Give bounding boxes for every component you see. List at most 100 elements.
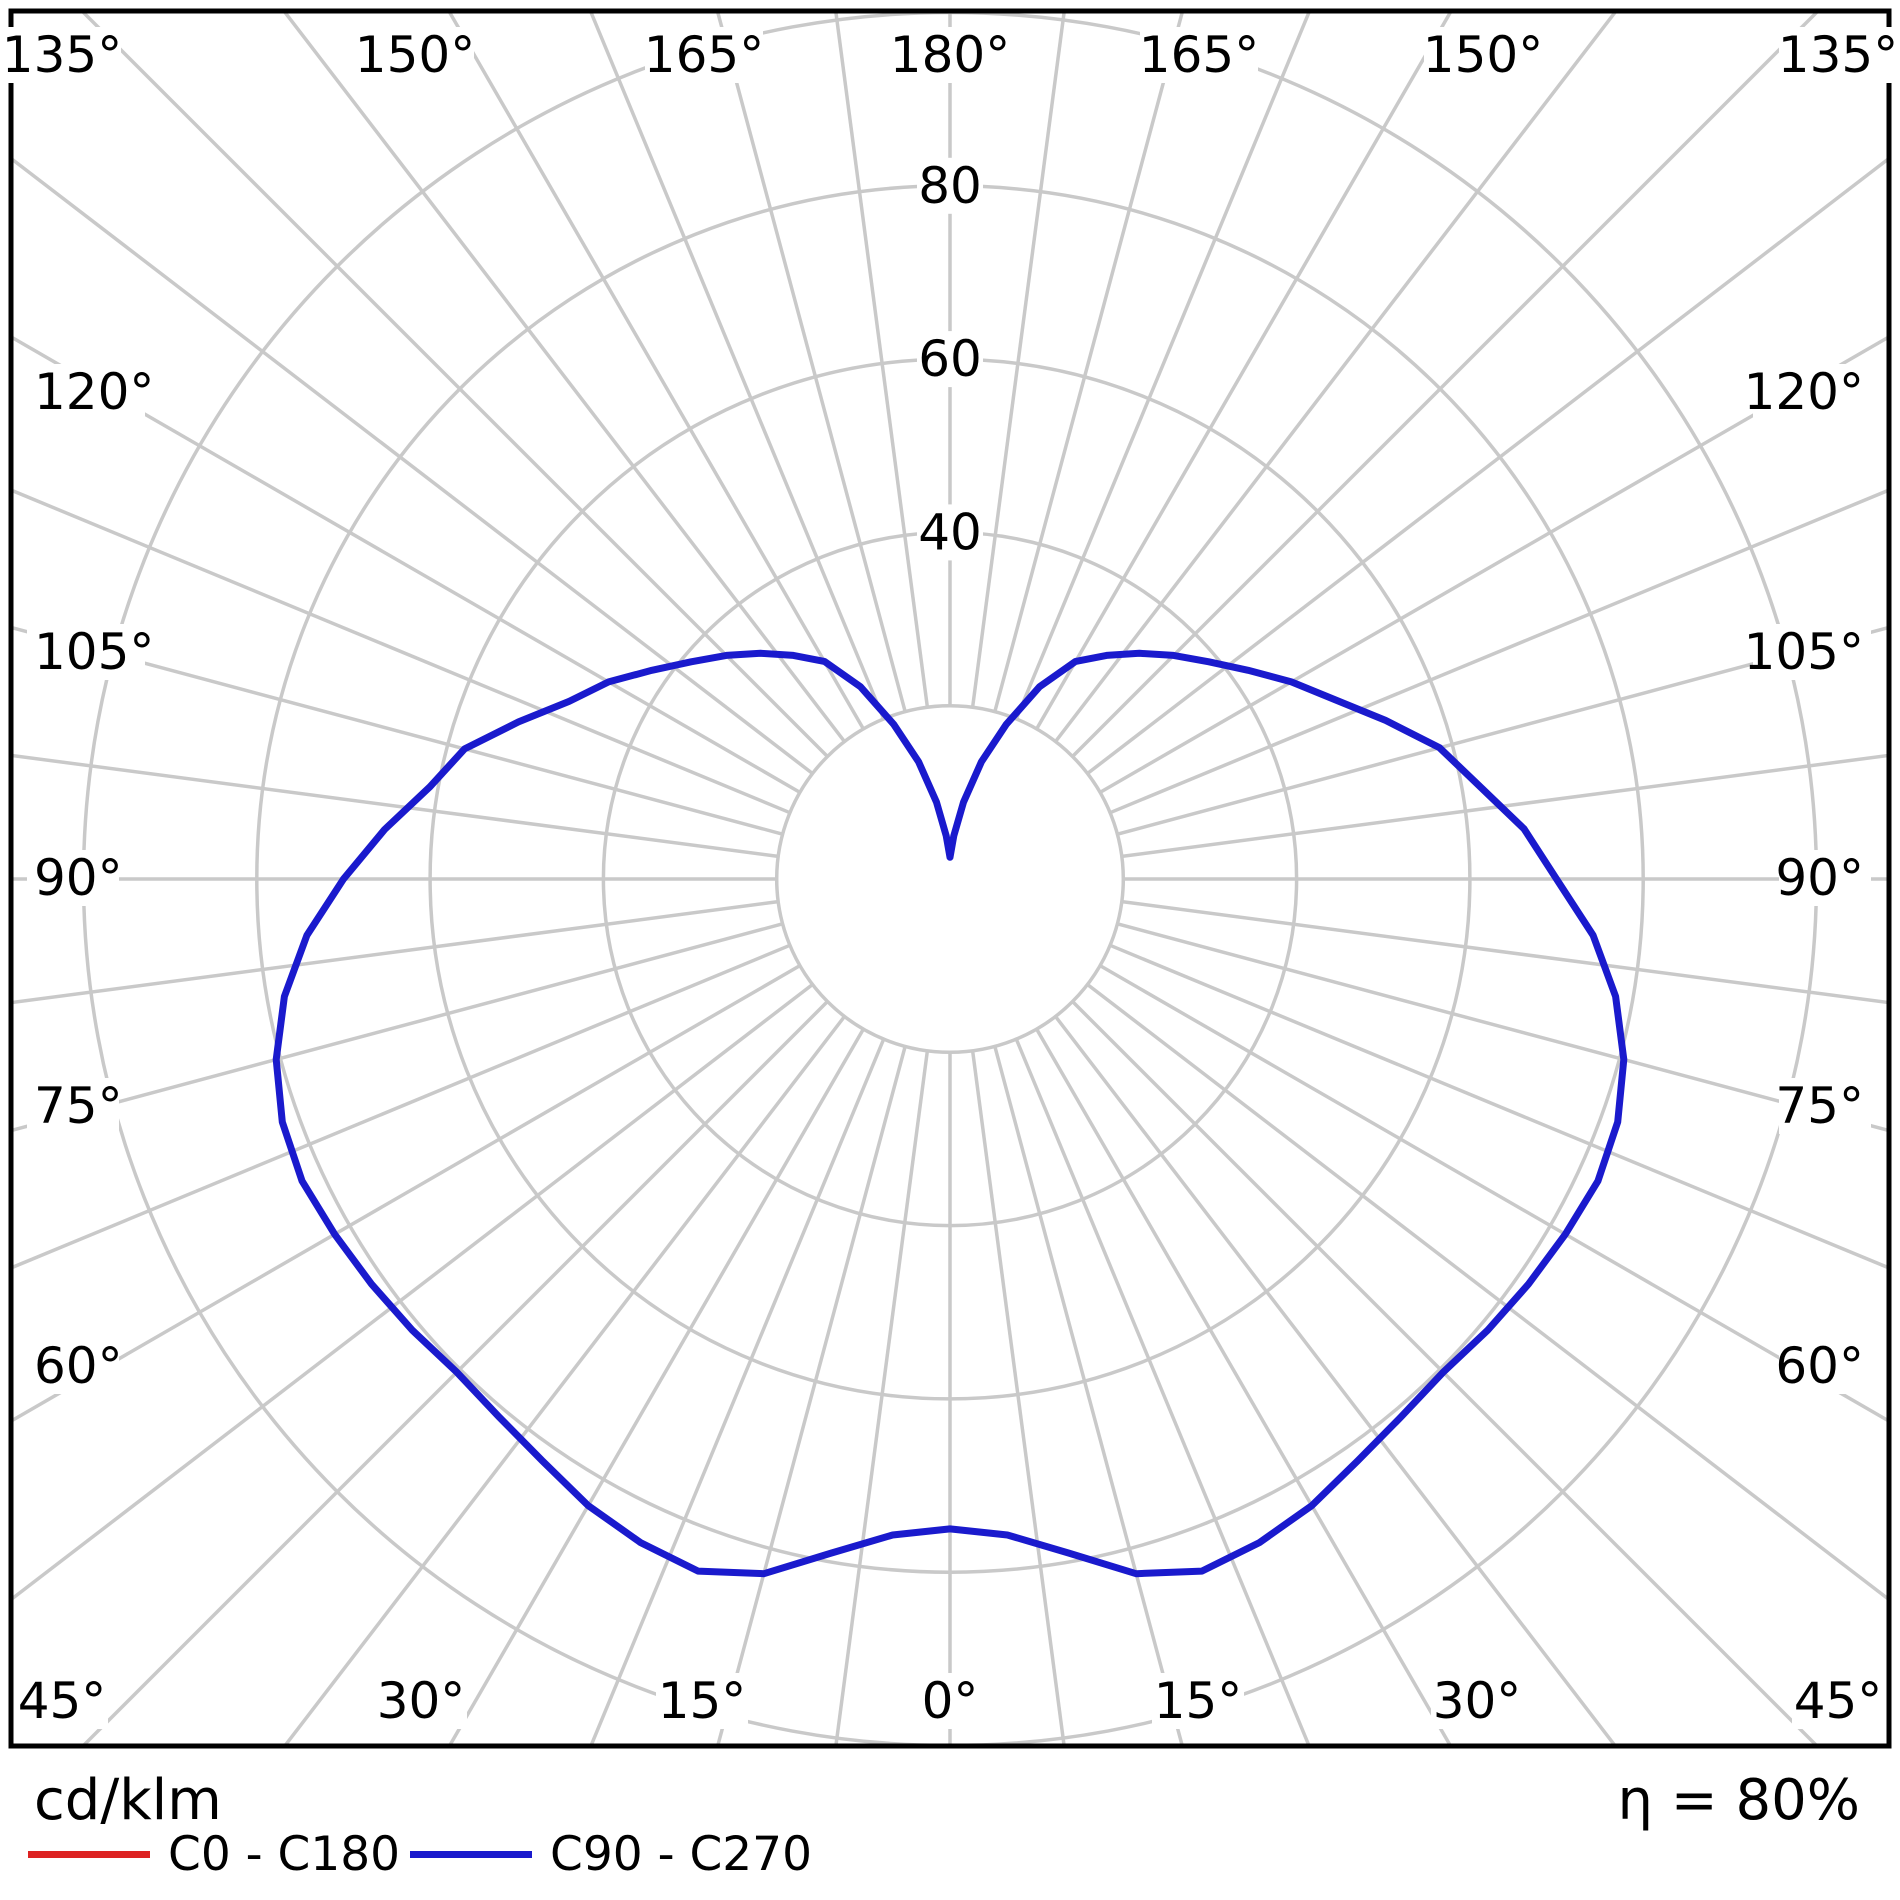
grid-spoke xyxy=(993,1045,1185,1746)
angle-label-bottom: 30° xyxy=(377,1672,466,1730)
angle-label-right: 90° xyxy=(1775,849,1864,907)
grid-spoke xyxy=(1035,11,1454,730)
radial-tick-label-halo xyxy=(917,331,983,388)
grid-spoke xyxy=(970,11,1067,708)
radial-unit-label: cd/klm xyxy=(34,1768,222,1833)
radial-tick-label: 60 xyxy=(918,330,982,388)
legend-line-blue-icon xyxy=(410,1850,532,1858)
grid-spoke xyxy=(1109,488,1889,815)
grid-spoke xyxy=(970,1050,1066,1746)
angle-label-top-halo xyxy=(891,27,1009,83)
angle-label-top-halo xyxy=(1424,27,1542,83)
grid-spoke xyxy=(11,625,784,836)
grid-spoke xyxy=(1121,753,1889,859)
angle-label-right-halo xyxy=(1779,850,1871,906)
grid-spoke xyxy=(11,922,784,1133)
radial-tick-label: 80 xyxy=(918,157,982,215)
grid-spoke xyxy=(1116,625,1889,836)
angle-label-top-halo xyxy=(1140,27,1258,83)
angle-label-top: 135° xyxy=(1778,26,1898,84)
radial-tick-label: 40 xyxy=(918,503,982,561)
grid-spoke xyxy=(588,11,886,720)
grid-spoke xyxy=(1071,1000,1820,1746)
grid-spoke xyxy=(833,11,930,708)
angle-label-bottom: 45° xyxy=(18,1672,107,1730)
angle-label-left-halo xyxy=(27,624,145,680)
angle-label-top-halo xyxy=(356,27,474,83)
angle-label-left: 60° xyxy=(34,1337,123,1395)
grid-spoke xyxy=(1099,334,1889,794)
grid-spoke xyxy=(11,983,814,1602)
angle-label-left-halo xyxy=(27,364,145,420)
c90-c270-curve xyxy=(272,649,1628,1578)
radial-tick-label-halo xyxy=(917,504,983,561)
grid-spoke xyxy=(11,943,791,1270)
angle-label-top: 150° xyxy=(1423,26,1543,84)
angle-label-top: 165° xyxy=(644,26,764,84)
grid-spoke xyxy=(834,1050,930,1746)
legend-item-c0-c180: C0 - C180 xyxy=(28,1824,400,1884)
grid-ring xyxy=(774,703,1126,1055)
grid-spoke xyxy=(1014,1038,1312,1746)
angle-label-right-halo xyxy=(1753,624,1871,680)
angle-label-top: 180° xyxy=(890,26,1010,84)
angle-label-right-halo xyxy=(1753,364,1871,420)
grid-spoke xyxy=(281,11,846,743)
angle-label-top: 165° xyxy=(1139,26,1259,84)
angle-label-left: 105° xyxy=(34,623,154,681)
grid-spoke xyxy=(80,1000,829,1746)
grid-spoke xyxy=(11,753,779,859)
grid-spoke xyxy=(715,1045,907,1746)
grid-spoke xyxy=(1035,1028,1453,1746)
angle-label-bottom-halo xyxy=(16,1673,108,1729)
grid-spoke xyxy=(1086,156,1889,775)
legend-line-red-icon xyxy=(28,1850,150,1858)
grid-spoke xyxy=(11,334,801,794)
angle-label-top-halo xyxy=(1779,27,1897,83)
angle-label-right: 60° xyxy=(1775,1337,1864,1395)
angle-label-bottom-halo xyxy=(1792,1673,1884,1729)
angle-label-bottom: 15° xyxy=(1154,1672,1243,1730)
angle-label-bottom: 15° xyxy=(658,1672,747,1730)
angle-label-top-halo xyxy=(645,27,763,83)
angle-label-right: 105° xyxy=(1744,623,1864,681)
angle-label-top: 150° xyxy=(355,26,475,84)
grid-spoke xyxy=(1121,899,1889,1005)
grid-spoke xyxy=(715,11,907,713)
angle-label-left: 75° xyxy=(34,1077,123,1135)
angle-label-bottom: 45° xyxy=(1794,1672,1883,1730)
grid-spoke xyxy=(11,488,791,815)
grid-spoke xyxy=(447,1028,865,1746)
grid-spoke xyxy=(1054,1015,1618,1746)
angle-label-bottom-halo xyxy=(656,1673,748,1729)
grid-spoke xyxy=(79,11,829,758)
legend-label-c0-c180: C0 - C180 xyxy=(168,1826,401,1882)
grid-spoke xyxy=(993,11,1185,713)
angle-label-bottom: 0° xyxy=(922,1672,979,1730)
grid-spoke xyxy=(1109,943,1889,1270)
angle-label-left: 90° xyxy=(34,849,123,907)
grid-spoke xyxy=(1116,922,1889,1133)
angle-label-left-halo xyxy=(27,1078,119,1134)
efficiency-label: η = 80% xyxy=(1617,1768,1860,1833)
angle-label-bottom-halo xyxy=(375,1673,467,1729)
angle-label-bottom-halo xyxy=(1431,1673,1523,1729)
grid-spoke xyxy=(1054,11,1619,743)
grid-spoke xyxy=(588,1038,886,1746)
grid-spoke xyxy=(446,11,865,730)
legend-item-c90-c270: C90 - C270 xyxy=(410,1824,812,1884)
angle-label-top-halo xyxy=(3,27,121,83)
angle-label-right: 120° xyxy=(1744,363,1864,421)
grid-spoke xyxy=(282,1015,846,1746)
grid-spoke xyxy=(11,156,814,775)
angle-label-left-halo xyxy=(27,1338,119,1394)
angle-label-left-halo xyxy=(27,850,119,906)
radial-tick-label-halo xyxy=(917,157,983,214)
angle-label-left: 120° xyxy=(34,363,154,421)
angle-label-right-halo xyxy=(1779,1078,1871,1134)
angle-label-bottom-halo xyxy=(1152,1673,1244,1729)
angle-label-right: 75° xyxy=(1775,1077,1864,1135)
